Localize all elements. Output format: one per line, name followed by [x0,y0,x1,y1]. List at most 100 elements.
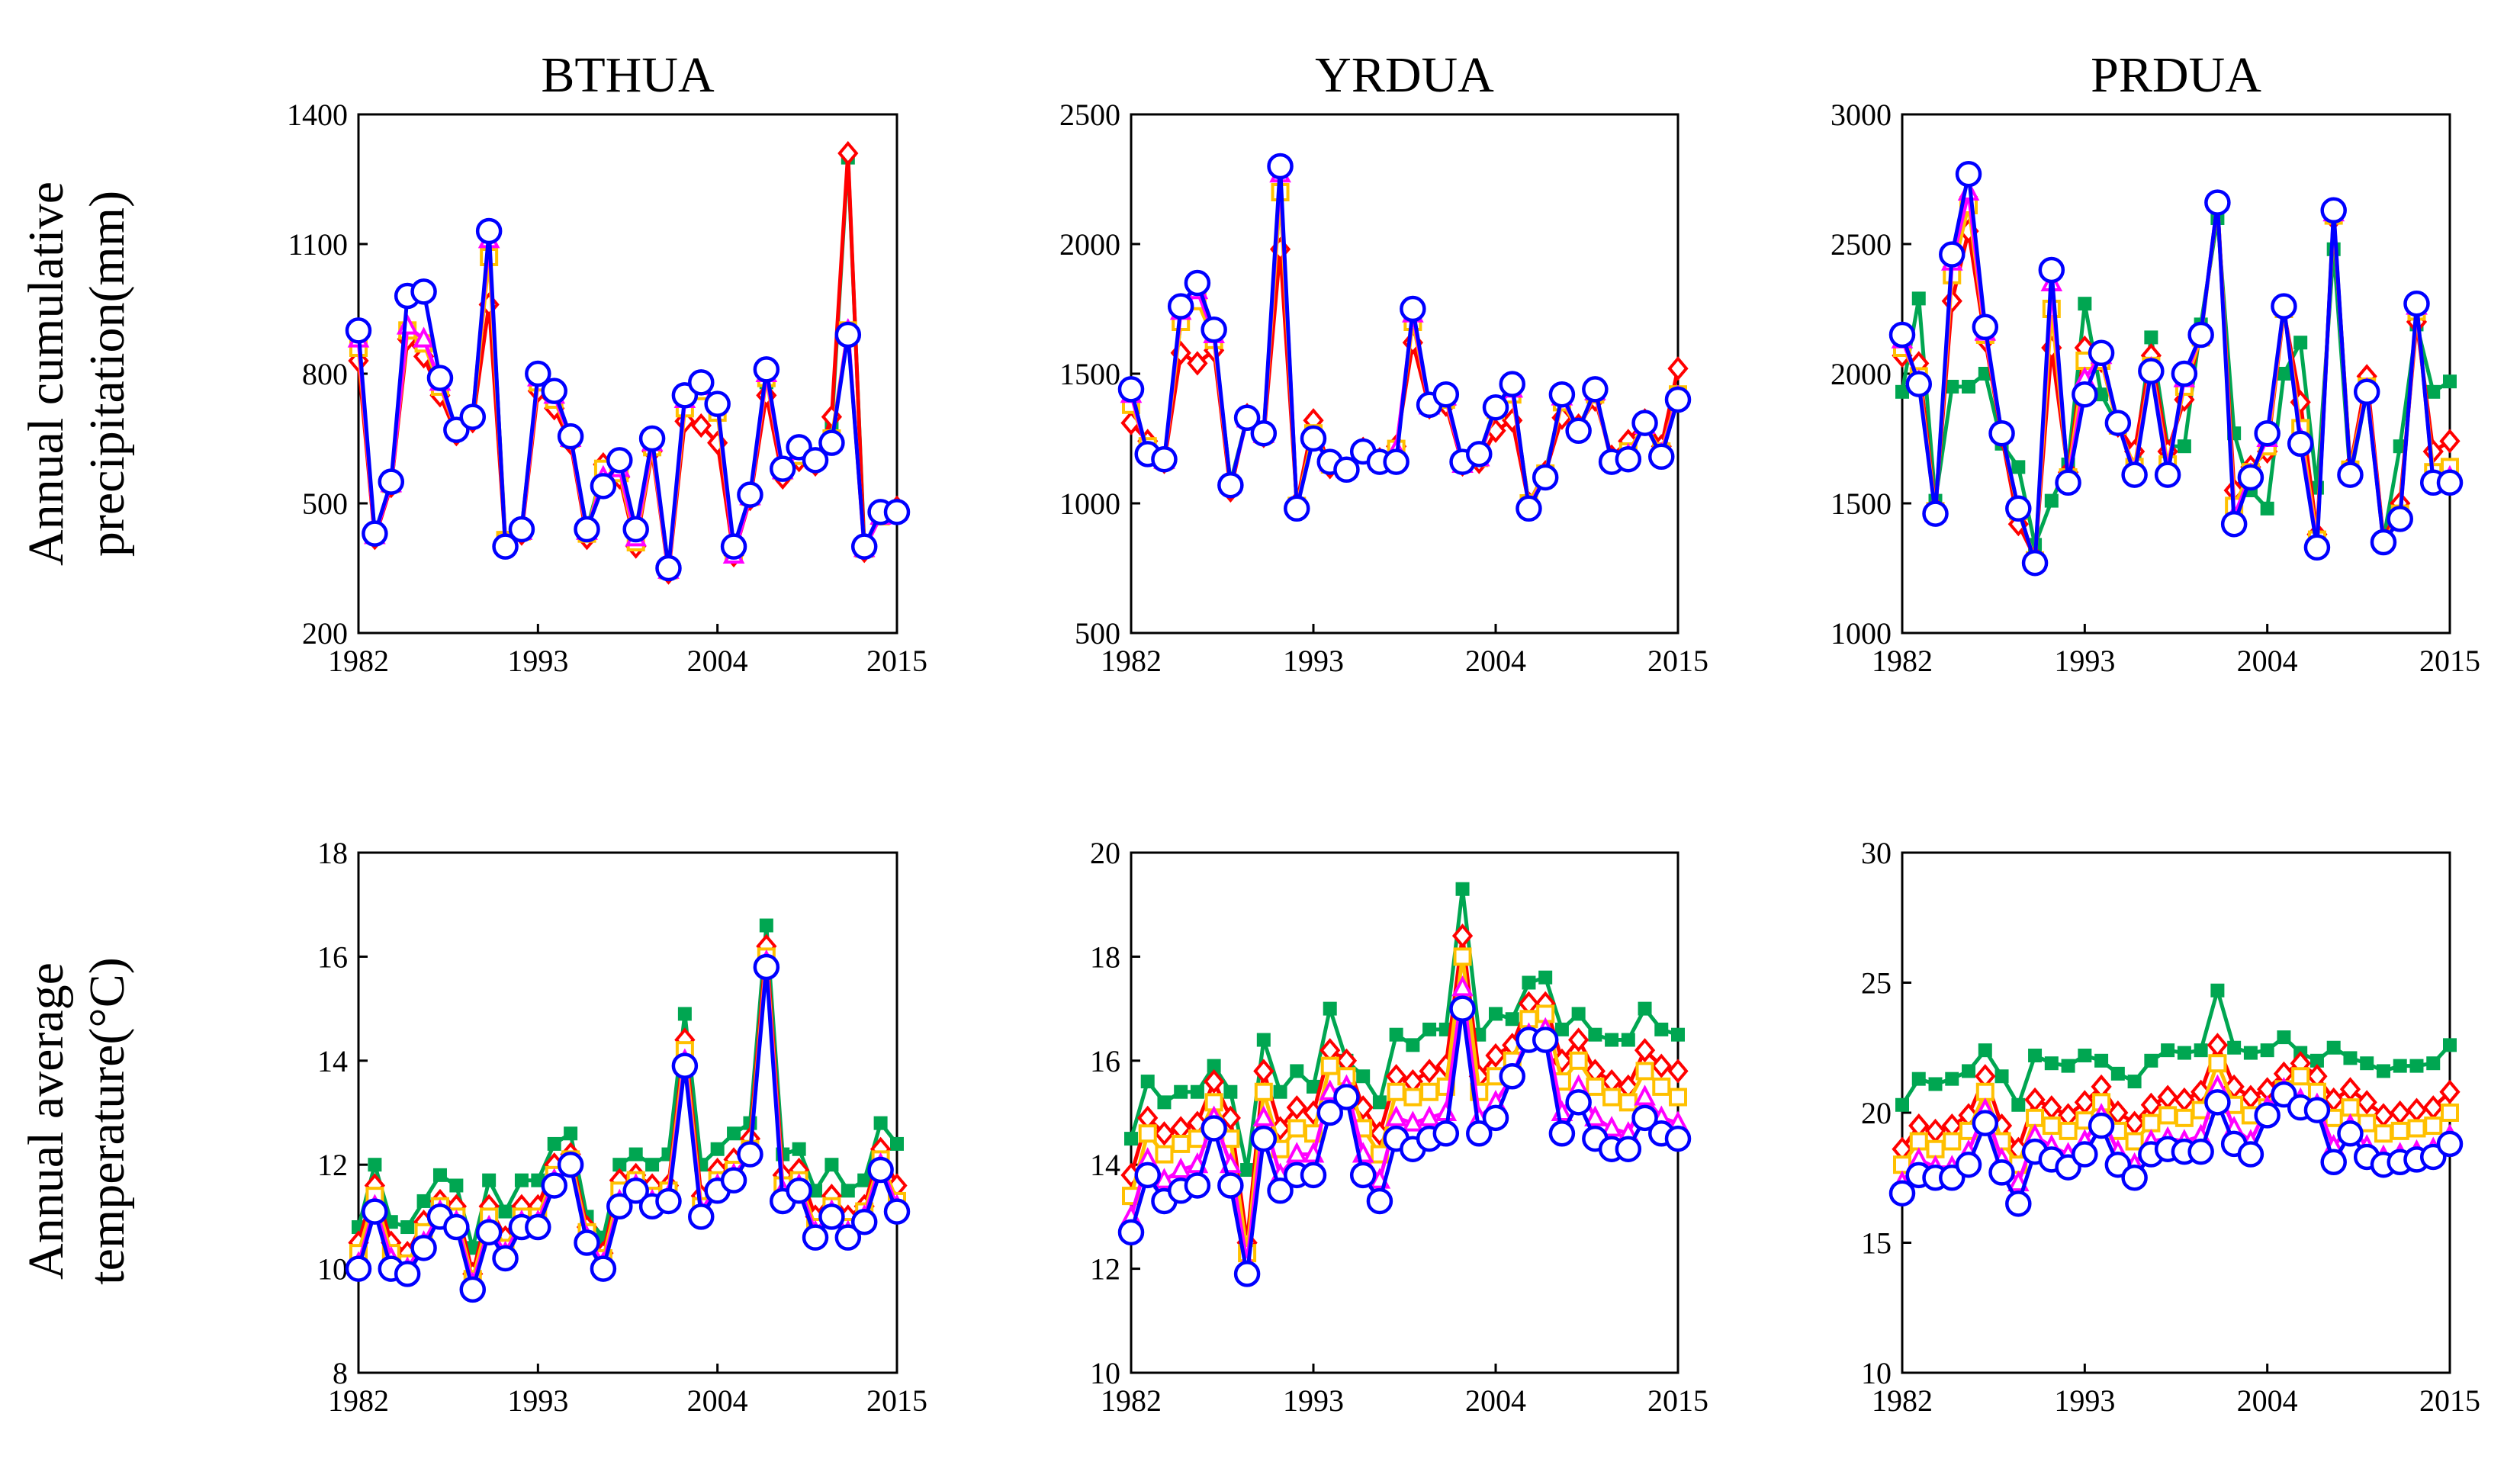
data-point [671,1052,699,1079]
data-point [1451,975,1474,997]
data-point [1955,160,1982,188]
data-point [1631,410,1658,436]
chart-title: YRDUA [1315,47,1494,103]
data-point [2042,1117,2061,1136]
data-point [1273,1084,1287,1099]
data-point [465,1241,480,1255]
data-point [1939,241,1966,268]
y-tick-label: 20 [1090,836,1120,870]
data-point [628,1147,643,1162]
data-point [2343,1051,2358,1065]
chart-panel-5: 10 12 14 16 18 20 1982 1993 2004 2015 [1090,836,1708,1418]
data-point [850,533,878,560]
data-point [883,499,911,525]
data-point [837,140,859,166]
data-point [1418,1105,1441,1126]
data-point [2390,1121,2409,1140]
data-point [2303,1097,2331,1123]
data-point [890,1136,904,1151]
data-point [1671,1027,1685,1042]
data-point [612,1158,627,1172]
data-point [2072,381,2098,408]
data-point [1372,1095,1387,1110]
data-point [1117,376,1145,403]
data-point [362,1198,388,1225]
data-point [1600,1116,1623,1137]
data-point [426,365,454,391]
data-point [1943,1132,1962,1151]
data-point [873,1116,888,1130]
data-point [2177,439,2191,454]
data-point [1300,1162,1327,1189]
data-point [1287,1119,1307,1138]
data-point [1926,1139,1945,1158]
data-point [541,378,567,404]
data-point [2237,1141,2264,1168]
data-point [1664,386,1692,413]
data-point [1267,153,1294,180]
data-point [2059,1121,2078,1140]
data-point [2161,1043,2175,1058]
row-label-temperature-line1: Annual average [18,962,74,1280]
data-point [449,1178,464,1193]
data-point [413,326,435,348]
x-tick-label: 2004 [1465,1383,1526,1418]
data-point [2260,501,2274,516]
data-point [2144,330,2158,345]
data-point [2390,1100,2411,1126]
data-point [1565,1089,1592,1116]
data-point [541,1172,567,1199]
chart-panel-2: YRDUA 500 1000 1500 2000 2500 1982 1993 2004 2015 [1059,47,1708,678]
x-tick-label: 1982 [1872,1383,1933,1418]
data-point [2121,461,2148,488]
data-point [1184,1172,1211,1199]
data-point [1217,471,1244,499]
y-tick-label: 1100 [288,227,348,262]
data-point [655,554,682,582]
data-point [2078,1048,2092,1062]
data-point [1233,1261,1261,1287]
data-point [1538,970,1553,985]
data-point [1190,1084,1204,1099]
data-point [2287,430,2314,458]
data-point [1669,1088,1687,1107]
y-tick-label: 3000 [1831,98,1892,132]
data-point [2426,384,2441,399]
data-point [2424,1117,2443,1136]
data-point [2227,1040,2242,1055]
data-point [1184,269,1211,297]
data-point [1975,1082,1994,1101]
data-point [2374,1124,2393,1143]
x-tick-label: 2015 [2419,1383,2480,1418]
data-point [410,278,437,305]
data-point [1134,1162,1161,1189]
data-point [2271,293,2297,320]
data-point [1972,1110,1999,1136]
y-tick-label: 1000 [1831,616,1892,651]
row-label-precipitation-line1: Annual cumulative [18,182,74,566]
x-tick-label: 2015 [866,644,927,678]
data-point [2088,339,2115,367]
data-point [769,455,796,482]
data-point [622,1178,649,1204]
data-point [834,1224,862,1251]
data-point [1972,313,1999,341]
y-tick-label: 30 [1861,836,1892,870]
data-point [2187,1138,2214,1165]
data-point [1638,1001,1652,1016]
data-point [2360,1056,2374,1071]
data-point [1453,947,1472,966]
x-tick-label: 1993 [2054,1383,2115,1418]
data-point [2243,1046,2258,1060]
data-point [2443,1038,2457,1052]
data-point [2078,297,2092,311]
data-point [1400,295,1426,323]
data-point [2353,378,2380,406]
data-point [514,1173,529,1187]
data-point [1138,1124,1157,1143]
data-point [1602,1088,1622,1107]
series-5 [1888,160,2464,577]
data-point [1151,445,1178,473]
data-point [737,481,763,508]
data-point [2024,1087,2046,1113]
